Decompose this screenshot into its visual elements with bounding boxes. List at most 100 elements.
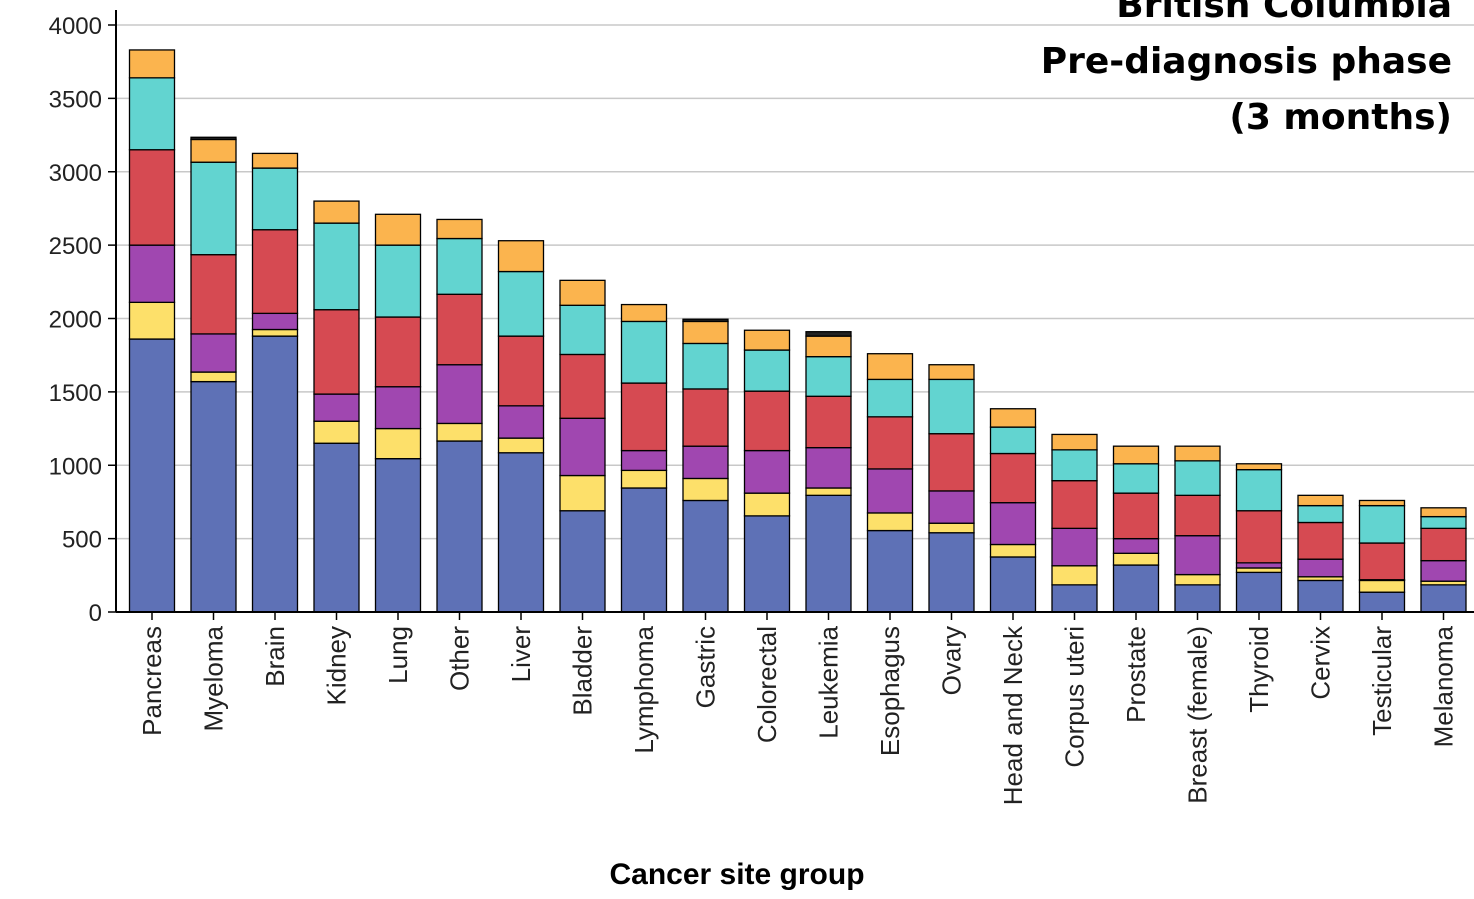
bar-segment — [497, 405, 545, 439]
bar-segment — [1420, 507, 1467, 518]
bar-stack — [1174, 445, 1221, 613]
bar-segment — [1112, 552, 1160, 566]
chart-title: British Columbia Pre-diagnosis phase (3 … — [1041, 0, 1452, 146]
bar-segment — [1297, 494, 1344, 507]
bar-segment — [1297, 558, 1344, 578]
bar-segment — [928, 378, 975, 435]
bar-segment — [989, 556, 1037, 613]
bar-segment — [682, 388, 729, 447]
bar-segment — [436, 237, 483, 295]
bar-segment — [805, 446, 852, 489]
bar-segment — [190, 138, 237, 163]
bar-segment — [313, 442, 360, 613]
bar-segment — [559, 510, 606, 613]
x-tick-label: Lung — [383, 626, 413, 684]
y-tick-label: 1000 — [49, 453, 102, 480]
y-tick-label: 2500 — [49, 233, 102, 260]
bar-segment — [374, 386, 422, 430]
bar-segment — [866, 353, 914, 381]
bar-segment — [128, 149, 176, 246]
bar-stack — [866, 353, 914, 613]
bar-segment — [497, 335, 545, 407]
x-tick-label: Thyroid — [1244, 626, 1274, 713]
x-tick-label: Breast (female) — [1183, 626, 1213, 804]
bar-stack — [1235, 463, 1283, 613]
bar-segment — [682, 318, 729, 323]
y-tick-label: 4000 — [49, 13, 102, 40]
bar-segment — [989, 408, 1037, 428]
y-tick-label: 3000 — [49, 160, 102, 187]
bar-segment — [682, 445, 729, 480]
bar-segment — [1112, 537, 1160, 554]
bar-segment — [1297, 504, 1344, 524]
bar-stack — [928, 364, 975, 613]
bar-segment — [928, 364, 975, 381]
bar-segment — [374, 244, 422, 318]
axes — [115, 10, 1474, 613]
y-tick-label: 2000 — [49, 307, 102, 334]
x-tick-label: Melanoma — [1429, 625, 1459, 747]
x-tick-label: Head and Neck — [998, 625, 1028, 805]
bar-segment — [866, 529, 914, 613]
x-tick-label: Esophagus — [875, 626, 905, 756]
bar-segment — [374, 457, 422, 613]
bar-segment — [251, 229, 299, 315]
bar-segment — [497, 452, 545, 613]
bar-stack — [682, 318, 729, 613]
bar-segment — [989, 502, 1037, 546]
x-axis-categories: Pancreas Myeloma Brain Kidney Lung Other Liver… — [137, 612, 1459, 805]
bar-segment — [682, 342, 729, 390]
bar-stack — [1112, 445, 1160, 613]
bar-segment — [1235, 463, 1283, 471]
bar-segment — [866, 416, 914, 470]
bar-stack — [620, 303, 668, 613]
bar-stack — [559, 279, 606, 613]
bar-segment — [682, 477, 729, 502]
bar-segment — [743, 329, 791, 351]
bar-segment — [928, 490, 975, 524]
bar-segment — [128, 244, 176, 304]
bar-segment — [620, 382, 668, 452]
bar-segment — [190, 333, 237, 373]
bar-segment — [251, 328, 299, 337]
title-line-2: Pre-diagnosis phase — [1040, 41, 1452, 82]
title-line-1: British Columbia — [1116, 0, 1452, 26]
bar-segment — [743, 449, 791, 494]
bar-segment — [1235, 562, 1283, 569]
bar-segment — [559, 304, 606, 356]
title-line-3: (3 months) — [1229, 97, 1452, 138]
y-tick-label: 500 — [62, 527, 102, 554]
bar-segment — [620, 469, 668, 489]
bar-segment — [559, 417, 606, 477]
bar-segment — [805, 494, 852, 613]
bar-segment — [866, 468, 914, 514]
bar-segment — [313, 222, 360, 311]
bar-segment — [1051, 565, 1098, 586]
bar-segment — [1358, 579, 1406, 593]
bar-segment — [866, 378, 914, 418]
bar-segment — [374, 213, 422, 246]
bar-segment — [313, 393, 360, 422]
y-tick-label: 3500 — [49, 86, 102, 113]
x-tick-label: Colorectal — [752, 626, 782, 743]
bar-segment — [1112, 492, 1160, 540]
bar-segment — [128, 49, 176, 79]
bar-segment — [190, 371, 237, 383]
bar-segment — [559, 474, 606, 512]
bar-segment — [251, 167, 299, 231]
bar-stack — [190, 136, 237, 613]
x-tick-label: Testicular — [1367, 626, 1397, 736]
bar-segment — [620, 303, 668, 323]
x-tick-label: Kidney — [322, 626, 352, 706]
bar-stack — [805, 331, 852, 613]
bar-stack — [1051, 433, 1098, 613]
bar-segment — [743, 349, 791, 392]
bar-segment — [989, 426, 1037, 455]
bar-segment — [559, 353, 606, 419]
bar-stack — [436, 218, 483, 613]
bar-segment — [1235, 567, 1283, 574]
bar-segment — [1297, 521, 1344, 560]
bar-segment — [1174, 573, 1221, 586]
y-tick-label: 1500 — [49, 380, 102, 407]
